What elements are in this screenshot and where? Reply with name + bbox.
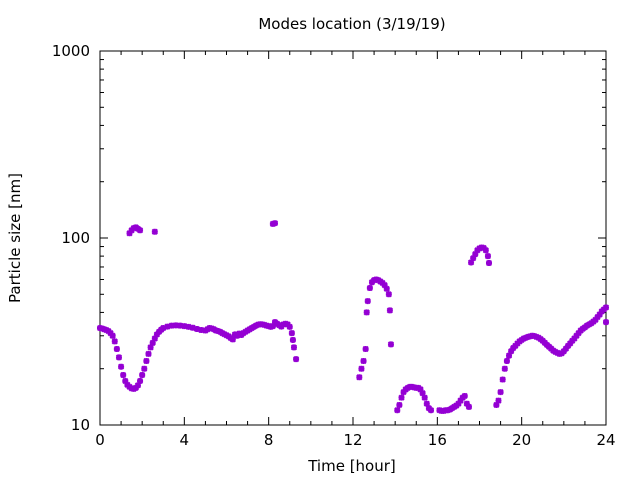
data-point [592,316,599,323]
data-point [122,377,129,385]
data-point [288,330,295,337]
data-point [602,318,610,326]
x-tick-label: 24 [596,431,615,449]
data-point [423,400,430,407]
data-point [396,401,403,409]
x-tick-label: 12 [343,431,362,449]
data-point [394,407,401,414]
data-point [198,326,205,334]
data-point [286,323,293,330]
data-point [508,348,515,355]
data-point [358,365,365,372]
data-point [149,339,156,346]
data-point [109,332,116,339]
data-point [160,324,167,332]
data-points [96,220,610,414]
data-point [421,394,428,401]
data-point [484,253,492,260]
data-point [503,357,511,365]
data-point [363,309,370,316]
data-point [136,227,144,234]
y-axis-label: Particle size [nm] [6,173,24,303]
data-point [136,377,144,385]
y-tick-label: 100 [61,229,90,247]
data-point [151,335,158,342]
data-point [117,363,125,370]
data-point [145,350,152,358]
data-point [120,371,127,379]
data-point [457,397,464,404]
data-point [290,344,298,351]
x-tick-label: 16 [428,431,447,449]
data-point [470,255,477,262]
data-point [596,311,603,318]
data-point [505,352,513,359]
data-point [164,323,171,330]
data-point [419,390,426,397]
data-point [115,354,123,361]
data-point [381,281,388,289]
data-point [499,376,506,383]
data-point [139,371,146,379]
data-point [229,336,236,343]
data-point [465,403,473,410]
data-point [113,345,120,353]
data-point [271,220,279,227]
data-point [189,324,196,331]
data-point [463,400,470,407]
x-tick-label: 8 [264,431,274,449]
data-point [111,338,118,345]
y-tick-label: 10 [71,416,90,434]
data-point [364,297,371,305]
data-point [362,345,369,353]
data-point [126,230,133,237]
y-tick-label: 1000 [52,42,90,60]
data-point [289,336,297,344]
data-point [386,307,394,314]
data-point [495,397,502,404]
data-point [383,285,390,292]
data-point [356,374,363,381]
data-point [562,345,570,352]
data-point [292,356,300,363]
data-point [269,322,276,330]
data-point [485,259,493,267]
data-point [151,228,158,235]
data-point [455,400,462,407]
plot-frame [99,50,607,426]
data-point [141,365,148,372]
data-point [143,357,150,365]
data-point [134,382,142,389]
chart-title: Modes location (3/19/19) [258,15,445,33]
data-point [398,394,405,401]
data-point [501,365,508,372]
data-point [147,344,154,351]
data-point [493,401,500,409]
data-point [168,322,175,329]
data-point [172,322,180,329]
data-point [602,304,610,311]
data-point [366,284,373,292]
data-point [360,357,367,365]
data-point [181,322,188,330]
x-tick-label: 4 [180,431,190,449]
data-point [571,335,578,342]
data-point [387,341,395,348]
data-point [461,392,468,400]
data-point [385,291,392,298]
data-point [427,407,435,414]
data-point [177,322,184,329]
data-point [472,251,479,258]
x-tick-label: 20 [512,431,531,449]
data-point [482,247,489,254]
x-tick-label: 0 [95,431,105,449]
x-axis-label: Time [hour] [307,457,396,475]
data-point [185,323,192,330]
axis-ticks: 0 4 8 12 16 20 24 10 100 1000 [52,42,616,449]
data-point [467,259,475,266]
data-point [497,388,504,396]
data-point [417,386,424,393]
data-point [193,325,201,333]
